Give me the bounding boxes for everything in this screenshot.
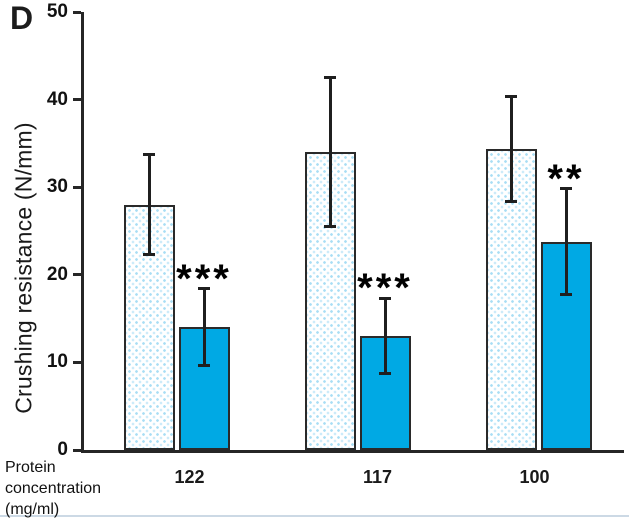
significance-stars: *** [357, 266, 413, 311]
error-cap-upper-dotted-pattern-bar [505, 94, 517, 98]
solid-cyan-bar [540, 241, 592, 450]
error-cap-lower-dotted-pattern-bar [324, 225, 336, 229]
category-label-117: 117 [362, 467, 393, 487]
bottom-divider-line [0, 515, 629, 517]
error-bar-dotted-pattern-bar [328, 77, 332, 227]
x-axis-caption-line-1: Protein [5, 459, 56, 476]
error-cap-lower-solid-cyan-bar [560, 292, 572, 296]
y-tick-label-40: 40 [46, 88, 68, 110]
error-cap-lower-solid-cyan-bar [198, 364, 210, 368]
plot-area: 0 10 20 30 40 50 *** 122 *** 117 ** 100 [47, 1, 624, 487]
error-cap-lower-dotted-pattern-bar [505, 199, 517, 203]
y-tick-20 [73, 273, 81, 277]
error-cap-lower-solid-cyan-bar [379, 372, 391, 376]
x-axis-caption: Protein concentration (mg/ml) [5, 457, 101, 520]
category-label-100: 100 [519, 467, 550, 487]
error-cap-upper-solid-cyan-bar [198, 287, 210, 291]
error-cap-upper-solid-cyan-bar [560, 187, 572, 191]
x-axis-caption-line-2: concentration [5, 480, 102, 497]
y-tick-10 [73, 360, 81, 364]
error-bar-solid-cyan-bar [202, 288, 206, 366]
y-tick-0 [73, 448, 81, 452]
error-cap-upper-dotted-pattern-bar [143, 153, 155, 157]
y-tick-label-30: 30 [46, 176, 68, 198]
significance-stars: ** [547, 156, 585, 201]
category-label-122: 122 [174, 467, 205, 487]
y-tick-label-0: 0 [57, 439, 68, 460]
y-tick-50 [73, 10, 81, 14]
y-tick-40 [73, 98, 81, 102]
error-cap-upper-dotted-pattern-bar [324, 76, 336, 80]
error-cap-upper-solid-cyan-bar [379, 296, 391, 300]
y-tick-30 [73, 185, 81, 189]
error-bar-solid-cyan-bar [564, 188, 568, 295]
significance-stars: *** [176, 256, 232, 301]
error-bar-solid-cyan-bar [383, 298, 387, 374]
dotted-pattern-bar [485, 148, 537, 450]
error-cap-lower-dotted-pattern-bar [143, 253, 155, 257]
error-bar-dotted-pattern-bar [509, 96, 513, 202]
y-tick-label-50: 50 [46, 1, 68, 22]
panel-letter: D [10, 0, 34, 36]
y-tick-label-10: 10 [46, 351, 68, 373]
x-axis-caption-line-3: (mg/ml) [5, 501, 60, 518]
y-tick-label-20: 20 [46, 263, 68, 285]
error-bar-dotted-pattern-bar [147, 154, 151, 255]
